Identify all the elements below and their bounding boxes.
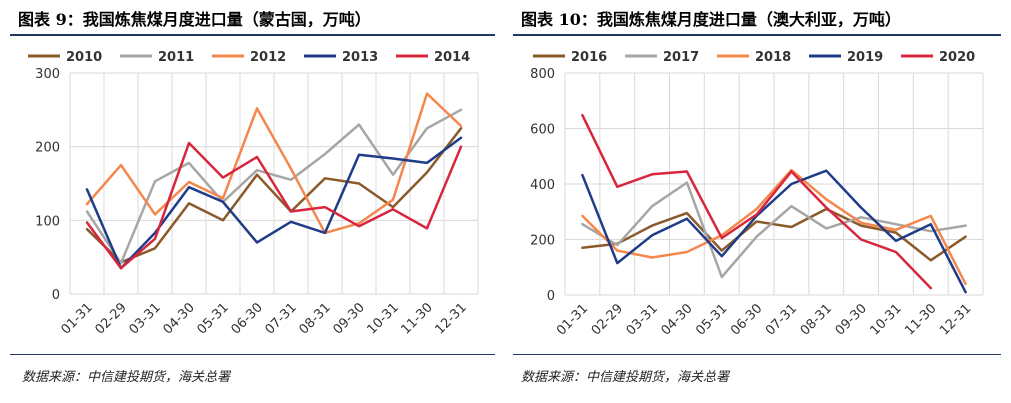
y-tick-label: 800 bbox=[530, 67, 555, 82]
x-tick-label: 04-30 bbox=[161, 300, 198, 337]
x-tick-label: 08-31 bbox=[297, 300, 334, 337]
title-divider bbox=[10, 34, 495, 36]
title-divider bbox=[513, 34, 1001, 36]
series-line-2020 bbox=[581, 113, 933, 290]
x-tick-label: 05-31 bbox=[693, 301, 730, 338]
legend-item: 2019 bbox=[809, 50, 883, 65]
x-tick-label: 04-30 bbox=[658, 301, 695, 338]
series-line-2019 bbox=[581, 169, 967, 294]
source-divider bbox=[513, 354, 1001, 355]
x-tick-label: 10-31 bbox=[867, 301, 904, 338]
legend-item: 2016 bbox=[533, 50, 607, 65]
legend-label: 2012 bbox=[250, 50, 286, 65]
x-tick-label: 03-31 bbox=[127, 300, 164, 337]
series-line-2017 bbox=[581, 181, 967, 279]
x-tick-label: 07-31 bbox=[763, 301, 800, 338]
legend-label: 2013 bbox=[342, 50, 378, 65]
legend-item: 2018 bbox=[717, 50, 791, 65]
x-tick-label: 11-30 bbox=[902, 301, 939, 338]
legend-item: 2020 bbox=[901, 50, 975, 65]
y-tick-label: 400 bbox=[530, 178, 555, 193]
x-tick-label: 06-30 bbox=[229, 300, 266, 337]
x-tick-label: 06-30 bbox=[728, 301, 765, 338]
x-tick-label: 09-30 bbox=[331, 300, 368, 337]
legend-label: 2014 bbox=[434, 50, 470, 65]
series-line-2013 bbox=[85, 136, 463, 270]
legend-label: 2020 bbox=[939, 50, 975, 65]
series-line-2014 bbox=[85, 141, 463, 270]
chart-panel-australia: 图表 10：我国炼焦煤月度进口量（澳大利亚，万吨） 0 200 400 600 800 0… bbox=[513, 0, 1011, 403]
legend-item: 2014 bbox=[396, 50, 470, 65]
y-tick-label: 100 bbox=[35, 214, 60, 229]
chart-title: 图表 10：我国炼焦煤月度进口量（澳大利亚，万吨） bbox=[521, 10, 901, 29]
source-note: 数据来源：中信建投期货，海关总署 bbox=[22, 370, 231, 385]
x-tick-label: 11-30 bbox=[399, 300, 436, 337]
x-tick-label: 12-31 bbox=[937, 301, 974, 338]
y-tick-label: 200 bbox=[35, 141, 60, 156]
source-note: 数据来源：中信建投期货，海关总署 bbox=[521, 370, 730, 385]
series-line-2010 bbox=[85, 127, 463, 264]
legend-item: 2010 bbox=[28, 50, 102, 65]
legend-item: 2017 bbox=[625, 50, 699, 65]
line-chart-australia: 0 200 400 600 800 01-3102-2903-3104-3005-3106… bbox=[530, 50, 984, 339]
legend-label: 2018 bbox=[755, 50, 791, 65]
source-divider bbox=[10, 354, 495, 355]
x-tick-label: 02-29 bbox=[589, 301, 626, 338]
x-tick-label: 10-31 bbox=[365, 300, 402, 337]
legend-item: 2013 bbox=[304, 50, 378, 65]
x-tick-label: 12-31 bbox=[433, 300, 470, 337]
y-tick-label: 200 bbox=[530, 234, 555, 249]
legend-label: 2016 bbox=[571, 50, 607, 65]
legend-item: 2012 bbox=[212, 50, 286, 65]
y-tick-label: 0 bbox=[547, 289, 555, 304]
legend-item: 2011 bbox=[120, 50, 194, 65]
x-tick-label: 09-30 bbox=[833, 301, 870, 338]
legend-label: 2011 bbox=[158, 50, 194, 65]
legend-label: 2019 bbox=[847, 50, 883, 65]
x-tick-label: 03-31 bbox=[624, 301, 661, 338]
chart-panel-mongolia: 图表 9：我国炼焦煤月度进口量（蒙古国，万吨） 0 100 200 300 01-31 0… bbox=[0, 0, 495, 403]
x-tick-label: 08-31 bbox=[798, 301, 835, 338]
y-tick-label: 600 bbox=[530, 123, 555, 138]
x-tick-label: 07-31 bbox=[263, 300, 300, 337]
series-line-2018 bbox=[581, 168, 967, 286]
x-tick-label: 05-31 bbox=[195, 300, 232, 337]
x-tick-label: 02-29 bbox=[93, 300, 130, 337]
x-tick-label: 01-31 bbox=[554, 301, 591, 338]
series-line-2012 bbox=[85, 92, 463, 235]
y-tick-label: 0 bbox=[52, 288, 60, 303]
legend-label: 2017 bbox=[663, 50, 699, 65]
x-tick-label: 01-31 bbox=[59, 300, 96, 337]
y-tick-label: 300 bbox=[35, 67, 60, 82]
chart-title: 图表 9：我国炼焦煤月度进口量（蒙古国，万吨） bbox=[18, 10, 371, 29]
legend-label: 2010 bbox=[66, 50, 102, 65]
series-line-2011 bbox=[85, 108, 463, 265]
line-chart-mongolia: 0 100 200 300 01-3102-2903-3104-3005-3106-30… bbox=[28, 50, 479, 338]
